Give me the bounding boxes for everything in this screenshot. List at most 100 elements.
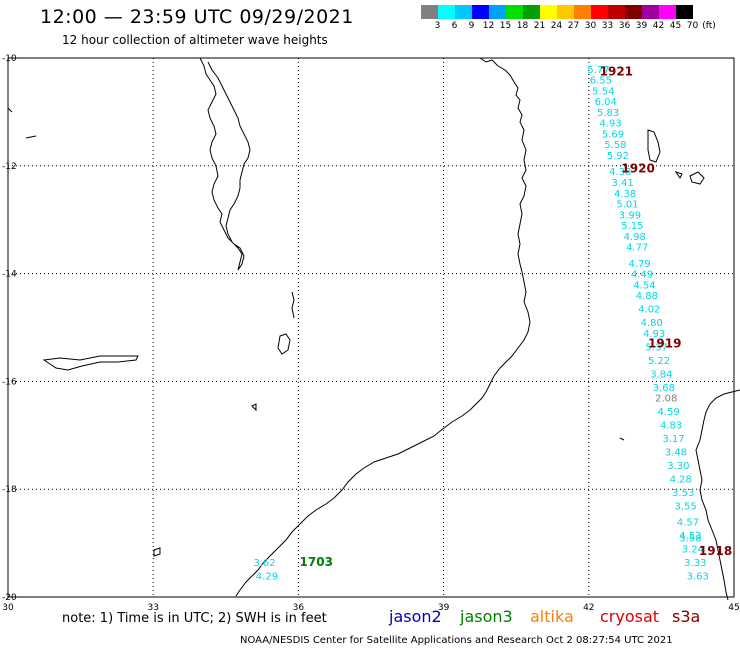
swh-value: 4.93 bbox=[599, 119, 621, 130]
x-tick-label: 42 bbox=[583, 603, 594, 613]
swh-value: 5.83 bbox=[597, 108, 619, 119]
legend-label: 27 bbox=[567, 21, 580, 31]
coastlines bbox=[7, 57, 740, 601]
swh-value: 3.41 bbox=[612, 178, 634, 189]
legend-label: (ft) bbox=[702, 21, 716, 31]
swh-value: 4.77 bbox=[626, 243, 648, 254]
legend-label: 45 bbox=[669, 21, 682, 31]
swh-value: 4.59 bbox=[658, 407, 680, 418]
swh-value: 5.01 bbox=[616, 200, 638, 211]
legend-swatch bbox=[506, 5, 523, 19]
swh-value: 4.38 bbox=[614, 189, 636, 200]
small-islet bbox=[619, 437, 625, 441]
satellite-altika: altika bbox=[530, 607, 574, 626]
map-title: 12:00 — 23:59 UTC 09/29/2021 bbox=[40, 6, 354, 28]
legend-swatch bbox=[455, 5, 472, 19]
legend-label: 24 bbox=[550, 21, 563, 31]
x-tick-label: 36 bbox=[293, 603, 305, 613]
y-tick-label: -10 bbox=[2, 54, 17, 64]
lake-kariba bbox=[42, 355, 139, 371]
footer-note: note: 1) Time is in UTC; 2) SWH is in fe… bbox=[62, 611, 327, 626]
lake-chilwa bbox=[277, 333, 291, 355]
legend-label: 12 bbox=[482, 21, 495, 31]
swh-value: 4.88 bbox=[636, 291, 658, 302]
swh-value: 4.53 bbox=[679, 531, 701, 542]
legend-label: 6 bbox=[451, 21, 458, 31]
swh-value: 5.77 bbox=[587, 65, 609, 76]
west-islet-2 bbox=[7, 107, 13, 113]
swh-value: 4.29 bbox=[256, 571, 278, 582]
grande-comore bbox=[647, 129, 661, 163]
legend-swatch bbox=[608, 5, 625, 19]
legend-swatch bbox=[540, 5, 557, 19]
pass-time-label: 1703 bbox=[300, 555, 333, 569]
x-tick-label: 33 bbox=[147, 603, 158, 613]
swh-value: 2.08 bbox=[655, 394, 677, 405]
swh-value: 4.79 bbox=[628, 259, 650, 270]
swh-value: 3.99 bbox=[619, 210, 641, 221]
legend-label: 21 bbox=[533, 21, 546, 31]
pass-time-label: 1921 bbox=[600, 64, 633, 78]
swh-value: 4.38 bbox=[609, 167, 631, 178]
legend-label: 42 bbox=[652, 21, 665, 31]
legend-swatch bbox=[421, 5, 438, 19]
swh-value: 3.58 bbox=[679, 534, 701, 545]
small-lake bbox=[153, 547, 161, 557]
swh-value: 5.58 bbox=[604, 140, 626, 151]
legend-swatch bbox=[676, 5, 693, 19]
swh-value: 3.62 bbox=[253, 558, 275, 569]
swh-value: 3.68 bbox=[653, 383, 675, 394]
legend-label: 33 bbox=[601, 21, 614, 31]
swh-value: 3.53 bbox=[672, 488, 694, 499]
map-subtitle: 12 hour collection of altimeter wave hei… bbox=[62, 33, 328, 47]
legend-label: 30 bbox=[584, 21, 597, 31]
pass-times: 1921 1920 1919 1918 1703 bbox=[300, 64, 733, 568]
swh-value: 3.33 bbox=[684, 558, 706, 569]
y-tick-label: -16 bbox=[2, 377, 17, 387]
swh-value: 3.24 bbox=[682, 544, 704, 555]
legend-label: 18 bbox=[516, 21, 529, 31]
swh-value: 4.02 bbox=[638, 305, 660, 316]
swh-value: 5.37 bbox=[645, 342, 667, 353]
west-islet bbox=[25, 135, 37, 139]
lake-malawi bbox=[199, 57, 251, 271]
map-frame bbox=[7, 57, 735, 598]
swh-value: 5.15 bbox=[621, 221, 643, 232]
pass-time-label: 1920 bbox=[621, 161, 654, 175]
swh-value: 3.30 bbox=[667, 461, 689, 472]
swh-value: 6.04 bbox=[595, 97, 617, 108]
legend-label: 15 bbox=[499, 21, 512, 31]
swh-tracks: 5.776.555.546.045.834.935.695.585.924.38… bbox=[253, 65, 708, 583]
y-tick-label: -18 bbox=[2, 485, 17, 495]
satellite-s3a: s3a bbox=[672, 607, 701, 626]
legend-swatch bbox=[659, 5, 676, 19]
swh-value: 3.84 bbox=[650, 369, 672, 380]
y-tick-label: -12 bbox=[2, 162, 17, 172]
swh-value: 4.54 bbox=[633, 280, 655, 291]
y-tick-label: -20 bbox=[2, 593, 17, 603]
satellite-cryosat: cryosat bbox=[600, 607, 660, 626]
swh-value: 3.48 bbox=[665, 447, 687, 458]
swh-value: 4.83 bbox=[660, 421, 682, 432]
legend-swatch bbox=[557, 5, 574, 19]
swh-value: 6.55 bbox=[590, 76, 612, 87]
satellite-jason2: jason2 bbox=[389, 607, 442, 626]
legend-label: 36 bbox=[618, 21, 631, 31]
legend-label: 39 bbox=[635, 21, 648, 31]
legend-label: 3 bbox=[434, 21, 441, 31]
legend-swatch bbox=[489, 5, 506, 19]
swh-value: 5.22 bbox=[648, 356, 670, 367]
footer-credit: NOAA/NESDIS Center for Satellite Applica… bbox=[240, 635, 673, 646]
swh-value: 5.54 bbox=[592, 86, 614, 97]
y-tick-label: -14 bbox=[2, 270, 17, 280]
legend-swatch bbox=[523, 5, 540, 19]
anjouan bbox=[689, 171, 705, 185]
madagascar-coast bbox=[695, 389, 740, 601]
swh-value: 4.98 bbox=[624, 232, 646, 243]
shire-river bbox=[291, 291, 295, 319]
swh-value: 3.63 bbox=[687, 571, 709, 582]
satellite-jason3: jason3 bbox=[460, 607, 513, 626]
mainland-coastline bbox=[235, 57, 531, 597]
swh-value: 4.28 bbox=[670, 474, 692, 485]
